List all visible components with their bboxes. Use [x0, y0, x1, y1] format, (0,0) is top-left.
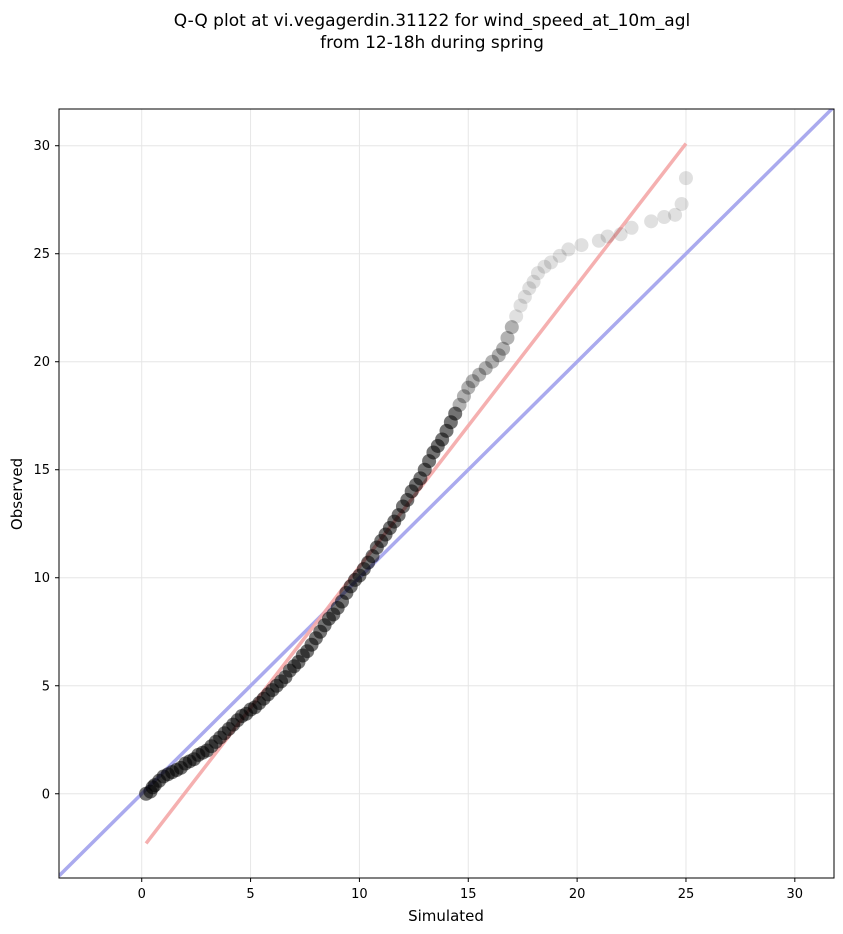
data-point: [448, 406, 463, 421]
y-tick-label: 10: [33, 571, 50, 586]
data-point: [509, 309, 524, 324]
data-point: [657, 210, 672, 225]
data-point: [452, 397, 467, 412]
y-tick-label: 0: [42, 787, 50, 802]
plot-area: [59, 109, 834, 878]
data-point: [465, 374, 480, 389]
x-axis-ticks: 0 5 10 15 20 25 30: [138, 878, 804, 902]
data-point: [624, 220, 639, 235]
data-point: [668, 207, 683, 222]
data-point: [461, 380, 476, 395]
y-tick-label: 15: [33, 463, 50, 478]
identity-line: [59, 109, 834, 878]
x-axis-label: Simulated: [408, 907, 484, 925]
x-tick-label: 0: [138, 887, 146, 902]
data-point: [561, 242, 576, 257]
y-tick-label: 25: [33, 247, 50, 262]
data-point: [472, 367, 487, 382]
data-point: [644, 214, 659, 229]
data-point: [526, 274, 541, 289]
data-point: [591, 233, 606, 248]
data-point: [522, 281, 537, 296]
y-tick-label: 5: [42, 679, 50, 694]
data-point: [530, 266, 545, 281]
y-tick-label: 30: [33, 139, 50, 154]
data-point: [500, 330, 515, 345]
data-point: [613, 227, 628, 242]
data-point: [600, 229, 615, 244]
data-point: [674, 197, 689, 212]
x-tick-label: 30: [787, 887, 804, 902]
data-point: [513, 298, 528, 313]
grid-lines: [59, 109, 834, 878]
data-point: [552, 248, 567, 263]
data-point: [485, 354, 500, 369]
y-axis-label: Observed: [8, 458, 26, 530]
data-point: [574, 238, 589, 253]
plot-frame: [58, 108, 835, 879]
x-tick-label: 10: [351, 887, 368, 902]
data-point: [543, 255, 558, 270]
data-point: [678, 171, 693, 186]
data-point: [517, 289, 532, 304]
data-point: [496, 341, 511, 356]
x-tick-label: 20: [569, 887, 586, 902]
chart-title-line-2: from 12-18h during spring: [320, 33, 544, 53]
x-tick-label: 25: [678, 887, 695, 902]
y-tick-label: 20: [33, 355, 50, 370]
data-point: [537, 259, 552, 274]
y-axis-ticks: 0 5 10 15 20 25 30: [33, 139, 59, 802]
data-points: [139, 171, 693, 801]
chart-title-line-1: Q-Q plot at vi.vegagerdin.31122 for wind…: [174, 11, 690, 31]
x-tick-label: 5: [246, 887, 254, 902]
data-point: [478, 361, 493, 376]
data-point: [456, 389, 471, 404]
x-tick-label: 15: [460, 887, 477, 902]
data-point: [491, 348, 506, 363]
reference-lines: [59, 109, 834, 878]
data-point: [504, 320, 519, 335]
